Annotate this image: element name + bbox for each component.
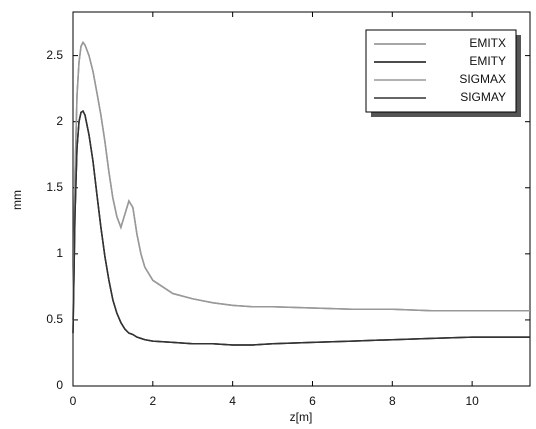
x-tick-label: 8	[389, 394, 396, 408]
x-tick-label: 6	[309, 394, 316, 408]
x-tick-label: 4	[229, 394, 236, 408]
x-tick-label: 2	[149, 394, 156, 408]
line-series	[72, 40, 530, 320]
legend-label: EMITX	[469, 36, 506, 50]
x-tick-label: 10	[465, 394, 479, 408]
y-tick-label: 2.5	[46, 48, 63, 62]
y-tick-label: 0	[56, 378, 63, 392]
x-tick-label: 0	[70, 394, 77, 408]
legend-label: EMITY	[469, 54, 506, 68]
y-tick-label: 2	[56, 114, 63, 128]
line-series	[72, 110, 530, 346]
y-tick-label: 0.5	[46, 312, 63, 326]
x-axis-label: z[m]	[290, 410, 313, 424]
y-tick-label: 1.5	[46, 180, 63, 194]
legend-label: SIGMAX	[459, 72, 506, 86]
y-tick-label: 1	[56, 246, 63, 260]
legend-label: SIGMAY	[460, 90, 506, 104]
y-axis-label: mm	[10, 190, 24, 210]
